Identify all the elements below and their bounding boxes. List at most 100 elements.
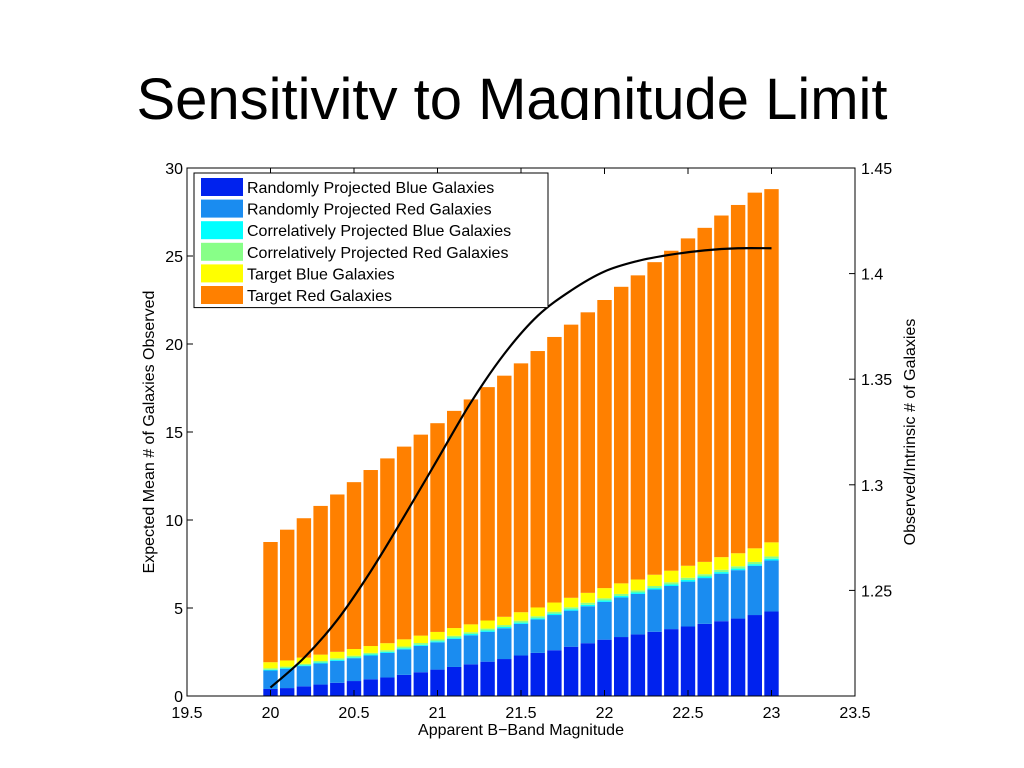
bar-segment-1 — [547, 650, 562, 696]
bar-segment-4 — [664, 582, 679, 585]
y2-tick-label: 1.45 — [861, 161, 892, 178]
bar-segment-5 — [497, 616, 512, 626]
bar-segment-4 — [346, 655, 362, 658]
bar-segment-6 — [714, 215, 729, 558]
bar-segment-4 — [430, 639, 445, 642]
bar-segment-6 — [513, 363, 529, 613]
bar-segment-3 — [647, 588, 662, 590]
bar-segment-5 — [346, 649, 362, 656]
bar-segment-2 — [714, 573, 729, 622]
x-tick-label: 20 — [262, 705, 280, 722]
bar-segment-5 — [263, 662, 278, 669]
bar-segment-2 — [547, 615, 562, 651]
x-tick-label: 22.5 — [672, 705, 703, 722]
bars-layer — [263, 189, 779, 696]
bar-segment-6 — [614, 286, 629, 584]
bar-segment-4 — [597, 598, 612, 601]
bar-segment-1 — [497, 659, 512, 696]
bar-segment-1 — [563, 646, 579, 696]
bar-segment-3 — [680, 580, 696, 582]
bar-segment-6 — [463, 399, 479, 625]
bar-segment-2 — [664, 586, 679, 630]
bar-segment-3 — [280, 668, 295, 669]
legend-swatch — [201, 242, 243, 261]
legend-swatch — [201, 199, 243, 218]
ratio-line — [269, 247, 772, 689]
bar-segment-6 — [380, 458, 395, 644]
bar-segment-6 — [647, 262, 662, 575]
bar-segment-4 — [380, 650, 395, 652]
bar-segment-4 — [513, 620, 529, 623]
bar-segment-3 — [380, 651, 395, 653]
bar-segment-2 — [597, 601, 612, 640]
bar-segment-5 — [513, 612, 529, 621]
bar-segment-3 — [346, 657, 362, 659]
bar-segment-2 — [747, 565, 762, 616]
legend-box — [193, 172, 549, 309]
y2-axis-label: Observed/Intrinsic # of Galaxies — [902, 319, 919, 546]
bar-segment-2 — [430, 642, 445, 670]
y2-tick-label: 1.3 — [861, 478, 883, 495]
bar-segment-1 — [447, 666, 462, 696]
legend-swatch — [201, 178, 243, 196]
bar-segment-5 — [730, 553, 746, 567]
bar-segment-3 — [313, 662, 328, 664]
bar-segment-3 — [747, 564, 762, 566]
bar-segment-4 — [764, 556, 779, 559]
y2-tick-label: 1.35 — [861, 372, 892, 389]
bar-segment-1 — [346, 681, 362, 696]
legend-swatch — [201, 221, 243, 240]
bar-segment-1 — [597, 639, 612, 696]
bar-segment-5 — [614, 583, 629, 594]
bar-segment-3 — [396, 648, 412, 650]
bar-segment-1 — [430, 669, 445, 696]
bar-segment-5 — [764, 542, 779, 557]
legend-label: Target Red Galaxies — [247, 288, 392, 305]
bar-segment-3 — [330, 659, 345, 661]
bar-segment-5 — [580, 592, 595, 603]
bar-segment-1 — [313, 684, 328, 696]
bar-segment-6 — [764, 189, 779, 543]
bar-segment-5 — [430, 631, 445, 640]
y-tick-label: 25 — [165, 249, 183, 266]
bar-segment-3 — [730, 568, 746, 571]
bar-segment-4 — [330, 658, 345, 660]
bar-segment-5 — [413, 635, 428, 644]
bar-segment-2 — [647, 589, 662, 632]
x-axis: 19.5 20 20.5 21 21.5 22 22.5 23 23.5 — [171, 168, 871, 722]
bar-segment-6 — [597, 300, 612, 589]
y-tick-label: 20 — [165, 337, 183, 354]
bar-segment-5 — [530, 607, 545, 617]
y-tick-label: 0 — [174, 689, 183, 706]
x-tick-label: 23 — [763, 705, 781, 722]
bar-segment-2 — [530, 619, 545, 653]
bar-segment-1 — [680, 626, 696, 696]
y-tick-label: 15 — [165, 425, 183, 442]
bar-segment-5 — [680, 565, 696, 578]
bar-segment-2 — [764, 560, 779, 612]
bar-segment-5 — [296, 657, 312, 664]
bar-segment-5 — [463, 624, 479, 633]
bar-segment-1 — [747, 615, 762, 696]
bar-segment-3 — [614, 596, 629, 598]
bar-segment-1 — [380, 677, 395, 696]
bar-segment-6 — [580, 312, 595, 593]
bar-segment-1 — [513, 655, 529, 696]
bar-segment-3 — [664, 584, 679, 586]
y2-axis: 1.25 1.3 1.35 1.4 1.45 — [849, 161, 892, 600]
bar-segment-6 — [430, 423, 445, 632]
bar-segment-3 — [563, 609, 579, 611]
y-tick-label: 5 — [174, 601, 183, 618]
bar-segment-2 — [330, 660, 345, 683]
bar-segment-1 — [396, 674, 412, 696]
bar-segment-2 — [363, 655, 378, 680]
bar-segment-3 — [263, 669, 278, 671]
bar-segment-4 — [730, 566, 746, 569]
bar-segment-4 — [463, 632, 479, 635]
x-tick-label: 21.5 — [505, 705, 536, 722]
bar-segment-6 — [447, 410, 462, 629]
bar-segment-6 — [497, 375, 512, 617]
bar-segment-3 — [447, 637, 462, 639]
bar-segment-1 — [714, 621, 729, 696]
